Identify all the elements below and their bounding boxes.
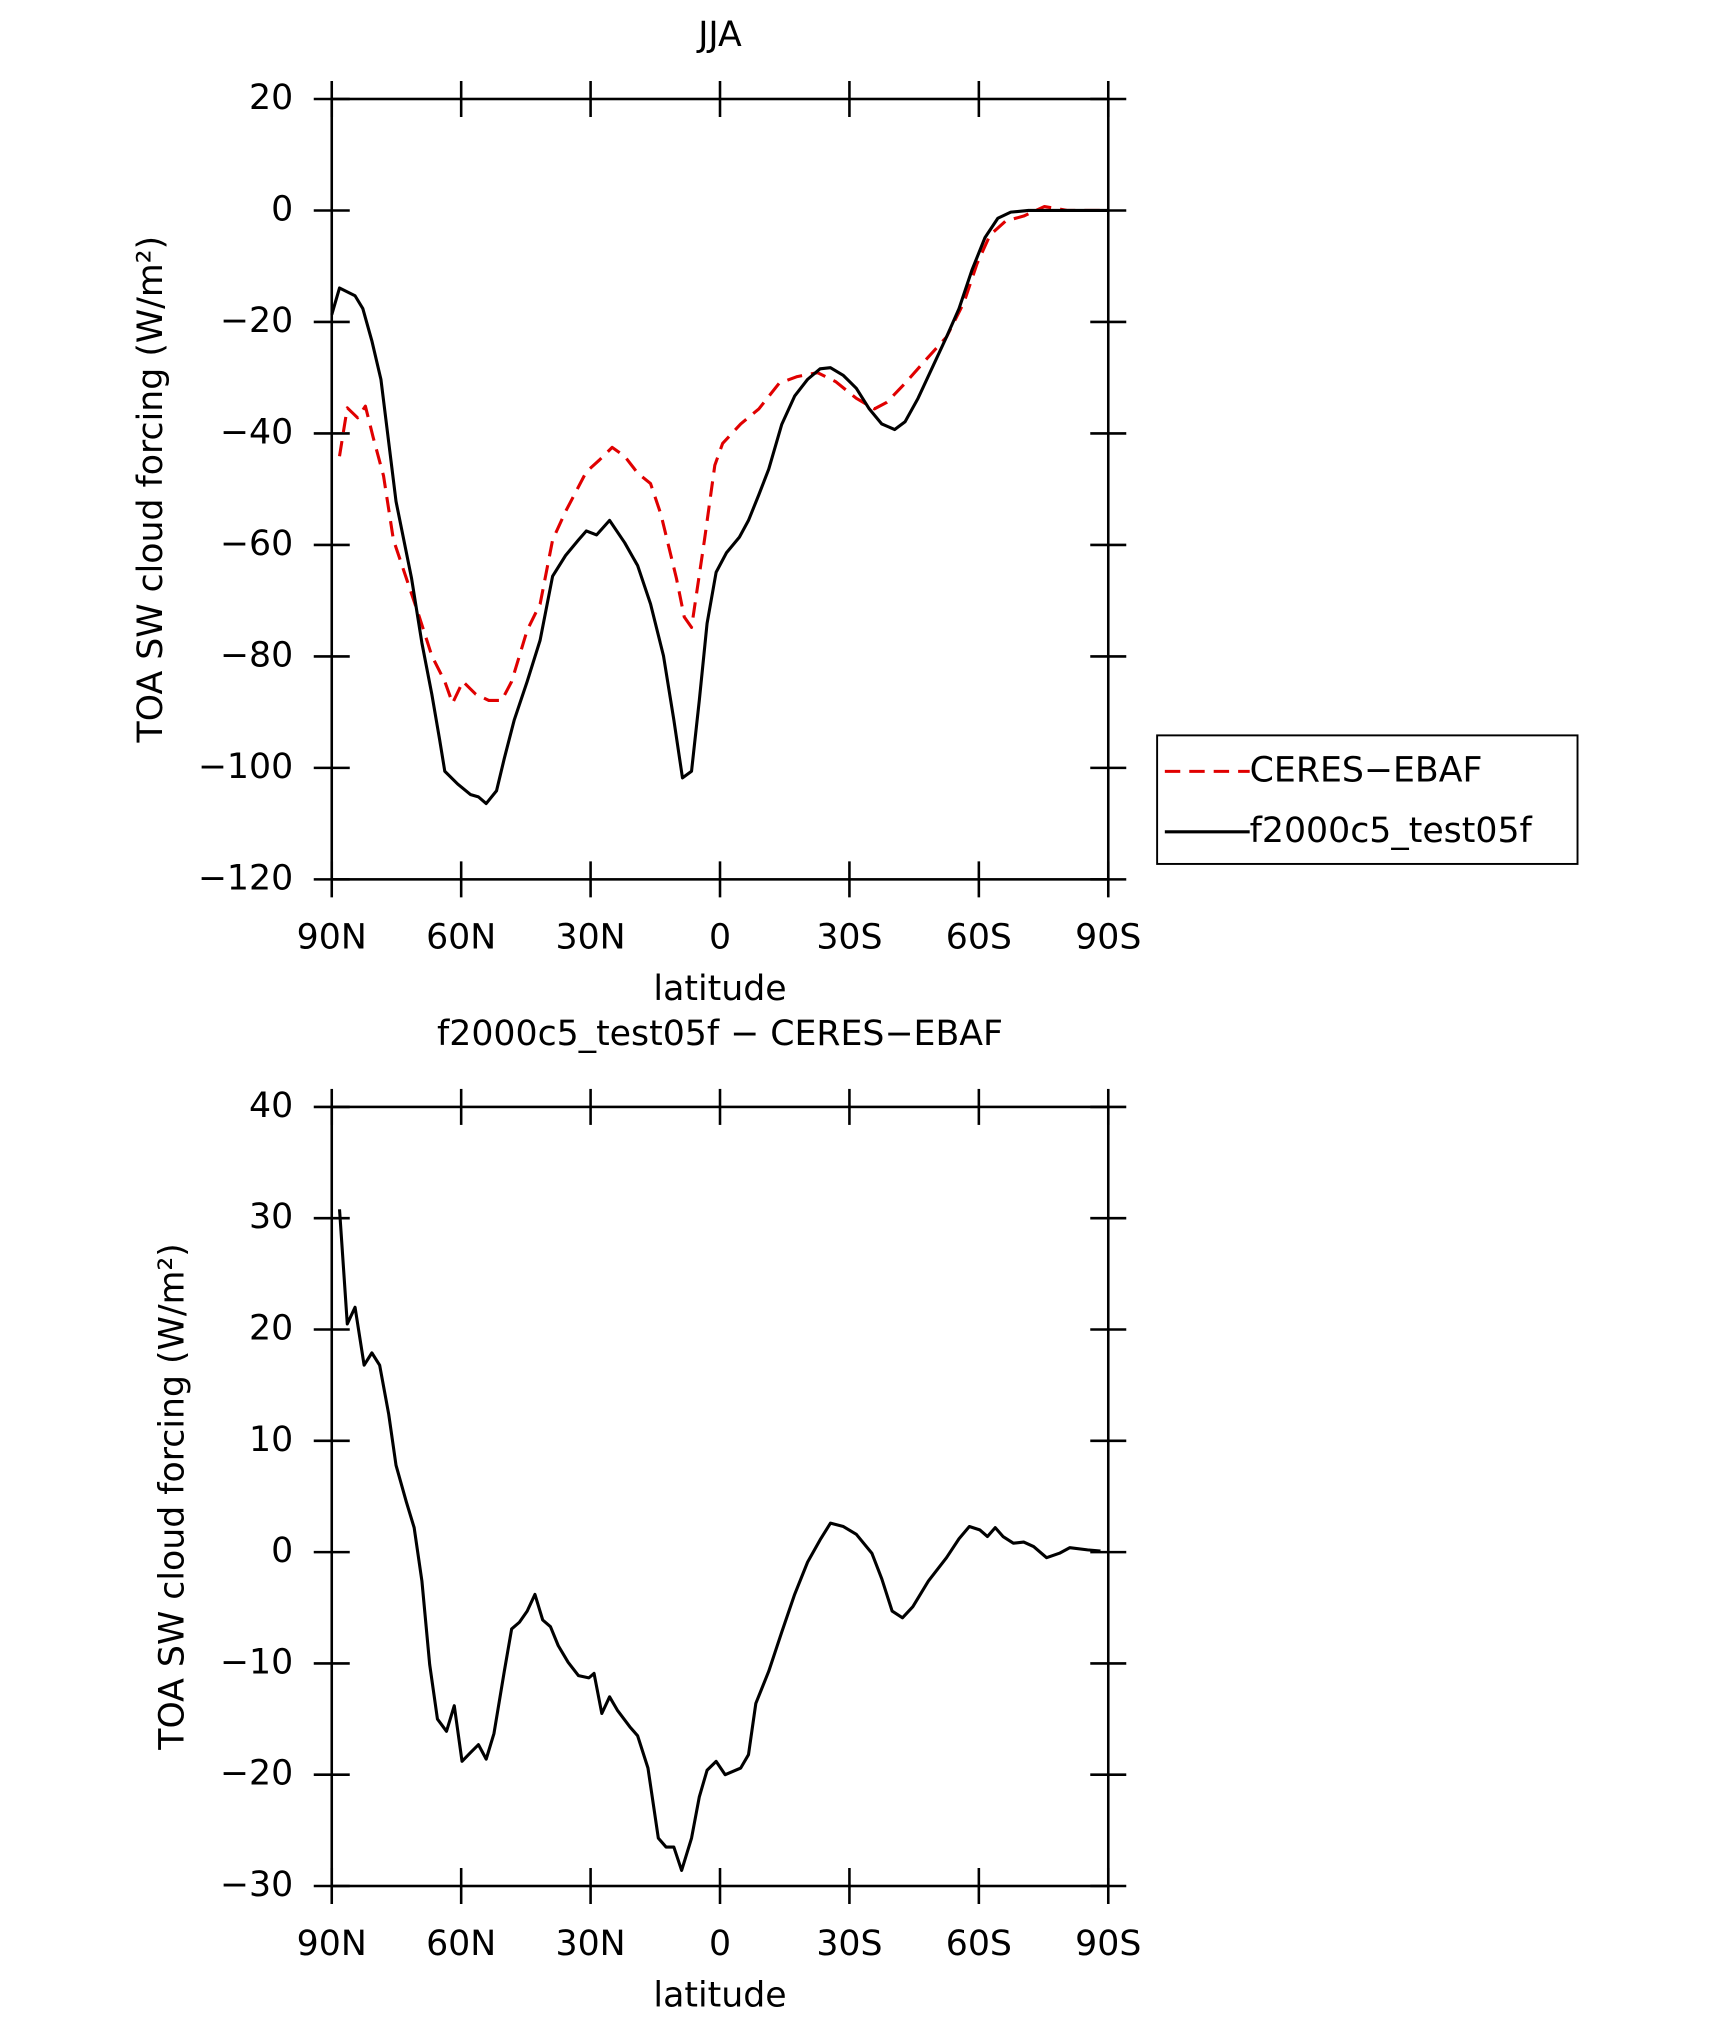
y-tick-label: 20	[249, 1309, 293, 1349]
y-axis-label: TOA SW cloud forcing (W/m²)	[131, 236, 171, 744]
x-tick-label: 30S	[816, 918, 882, 958]
x-tick-label: 90S	[1075, 1924, 1141, 1964]
x-tick-label: 0	[709, 918, 731, 958]
legend-box	[1156, 734, 1579, 865]
x-tick-label: 30N	[556, 918, 626, 958]
y-tick-label: −20	[220, 301, 293, 341]
y-tick-label: 0	[271, 1531, 293, 1571]
x-tick-label: 60N	[426, 1924, 496, 1964]
y-tick-label: −60	[220, 524, 293, 564]
y-tick-label: 40	[249, 1086, 293, 1126]
x-tick-label: 60S	[946, 918, 1012, 958]
chart-title: f2000c5_test05f − CERES−EBAF	[437, 1014, 1003, 1054]
x-tick-label: 30N	[556, 1924, 626, 1964]
y-tick-label: −10	[220, 1642, 293, 1682]
x-tick-label: 90N	[297, 1924, 367, 1964]
y-tick-label: −100	[198, 747, 293, 787]
y-tick-label: 0	[271, 189, 293, 229]
y-tick-label: −20	[220, 1754, 293, 1794]
data-line	[337, 1209, 1101, 1872]
x-tick-label: 60S	[946, 1924, 1012, 1964]
legend-label: CERES−EBAF	[1250, 750, 1483, 790]
y-axis-label: TOA SW cloud forcing (W/m²)	[153, 1243, 193, 1751]
legend-label: f2000c5_test05f	[1250, 811, 1533, 851]
data-line	[337, 205, 1109, 705]
chart-title: JJA	[696, 15, 742, 55]
x-tick-label: 60N	[426, 918, 496, 958]
y-tick-label: −80	[220, 635, 293, 675]
y-tick-label: −40	[220, 412, 293, 452]
x-tick-label: 90N	[297, 918, 367, 958]
x-tick-label: 0	[709, 1924, 731, 1964]
data-line	[330, 208, 1109, 806]
x-tick-label: 30S	[816, 1924, 882, 1964]
x-axis-label: latitude	[653, 969, 786, 1009]
y-tick-label: 10	[249, 1420, 293, 1460]
plot-frame	[330, 97, 1110, 881]
y-tick-label: −120	[198, 858, 293, 898]
x-tick-label: 90S	[1075, 918, 1141, 958]
y-tick-label: −30	[220, 1865, 293, 1905]
y-tick-label: 20	[249, 78, 293, 118]
x-axis-label: latitude	[653, 1976, 786, 2016]
y-tick-label: 30	[249, 1197, 293, 1237]
